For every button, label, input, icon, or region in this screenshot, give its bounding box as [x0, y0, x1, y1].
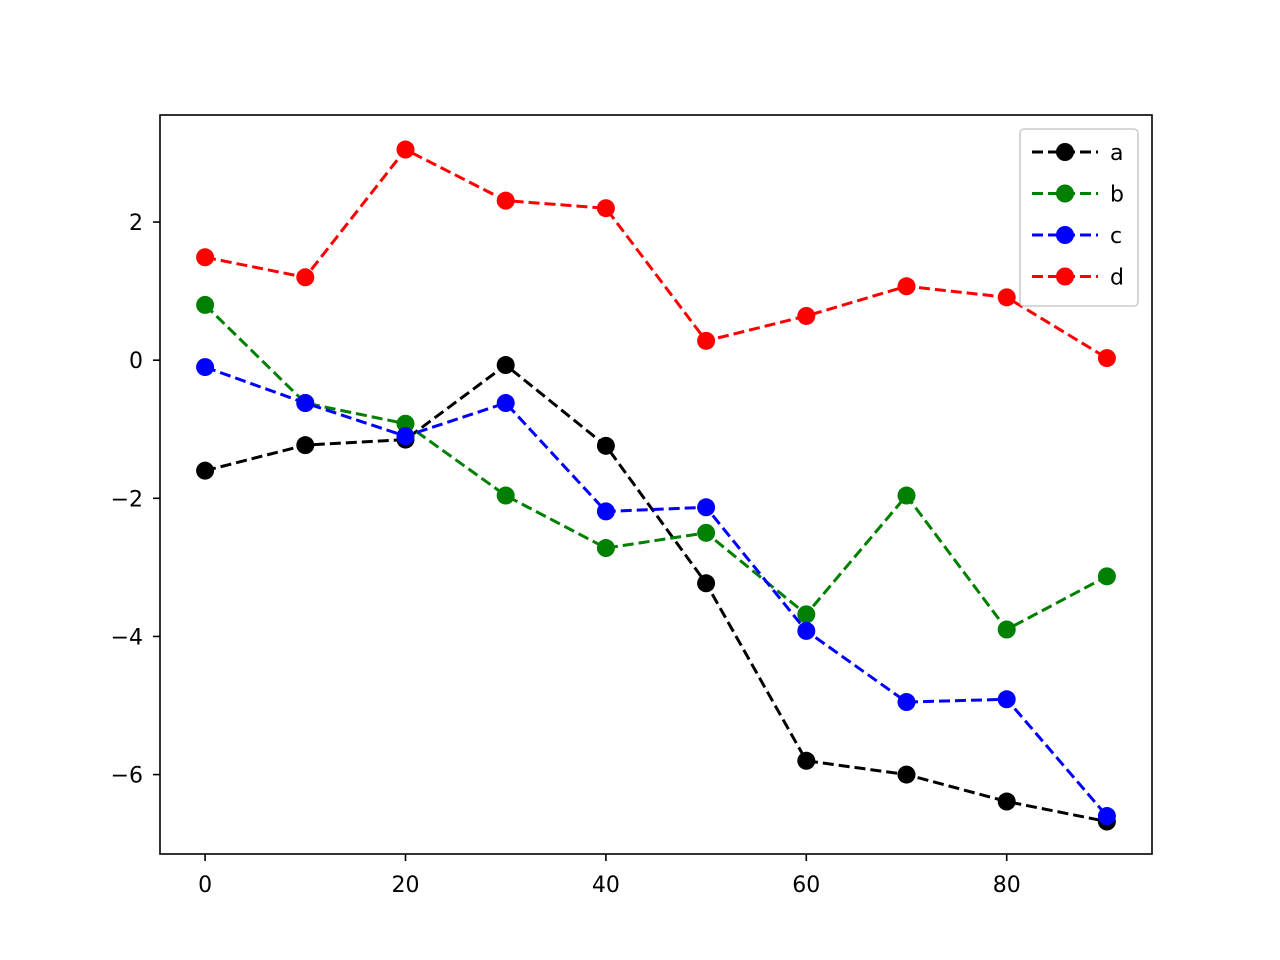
data-point-b-0: [196, 295, 215, 314]
data-point-c-3: [496, 394, 515, 413]
legend-marker-d: [1056, 267, 1074, 286]
data-point-d-2: [396, 140, 415, 159]
data-point-b-4: [596, 539, 615, 558]
x-tick-label: 0: [198, 873, 212, 898]
data-point-a-3: [496, 356, 515, 375]
data-point-a-8: [997, 792, 1016, 811]
data-point-b-8: [997, 620, 1016, 639]
data-point-c-1: [296, 394, 315, 413]
data-point-a-7: [897, 765, 916, 784]
y-tick-label: −2: [111, 487, 143, 512]
legend-label-a: a: [1110, 141, 1123, 166]
y-tick-label: −4: [111, 625, 143, 650]
data-point-d-6: [797, 306, 816, 325]
legend-marker-c: [1056, 226, 1074, 244]
data-point-d-0: [196, 248, 215, 267]
legend-box: [1019, 128, 1139, 307]
data-point-c-8: [997, 690, 1016, 709]
data-point-d-5: [697, 331, 716, 350]
data-point-c-4: [596, 502, 615, 521]
y-tick-label: −6: [111, 764, 143, 789]
data-point-d-8: [997, 288, 1016, 307]
x-tick-label: 20: [391, 873, 419, 898]
data-point-a-0: [196, 461, 215, 480]
data-point-c-5: [697, 498, 716, 517]
x-tick-label: 60: [792, 873, 820, 898]
series-line-b: [204, 303, 1108, 632]
data-point-c-2: [396, 427, 415, 446]
data-point-b-5: [697, 523, 716, 542]
series-group: [196, 140, 1116, 831]
axes: 0 20 40 60 80 −6 −4 −2 0 2: [111, 114, 1153, 898]
series-line-a: [204, 363, 1108, 824]
data-point-d-4: [596, 199, 615, 218]
data-point-a-5: [697, 574, 716, 593]
data-point-d-3: [496, 191, 515, 210]
data-point-a-6: [797, 751, 816, 770]
data-point-b-3: [496, 486, 515, 505]
x-tick-label: 40: [592, 873, 620, 898]
series-line-d: [204, 147, 1108, 360]
y-tick-label: 0: [129, 349, 143, 374]
data-point-d-7: [897, 277, 916, 296]
data-point-b-9: [1097, 567, 1116, 586]
legend-label-c: c: [1110, 224, 1122, 249]
legend-label-b: b: [1110, 183, 1124, 208]
data-point-a-1: [296, 436, 315, 455]
data-point-c-9: [1097, 807, 1116, 826]
plot-area: [196, 140, 1116, 831]
data-point-b-6: [797, 605, 816, 624]
data-point-c-0: [196, 358, 215, 377]
data-point-c-6: [797, 621, 816, 640]
data-point-d-9: [1097, 349, 1116, 368]
data-point-b-7: [897, 486, 916, 505]
series-line-c: [204, 365, 1109, 817]
legend-marker-b: [1056, 184, 1074, 203]
data-point-b-2: [396, 414, 415, 433]
legend-marker-a: [1056, 143, 1074, 161]
data-point-a-4: [596, 436, 615, 455]
legend-label-d: d: [1110, 266, 1124, 291]
y-tick-label: 2: [129, 211, 143, 236]
data-point-d-1: [296, 268, 315, 287]
data-point-c-7: [897, 693, 916, 712]
x-tick-label: 80: [993, 873, 1021, 898]
plot-frame: [159, 114, 1153, 855]
